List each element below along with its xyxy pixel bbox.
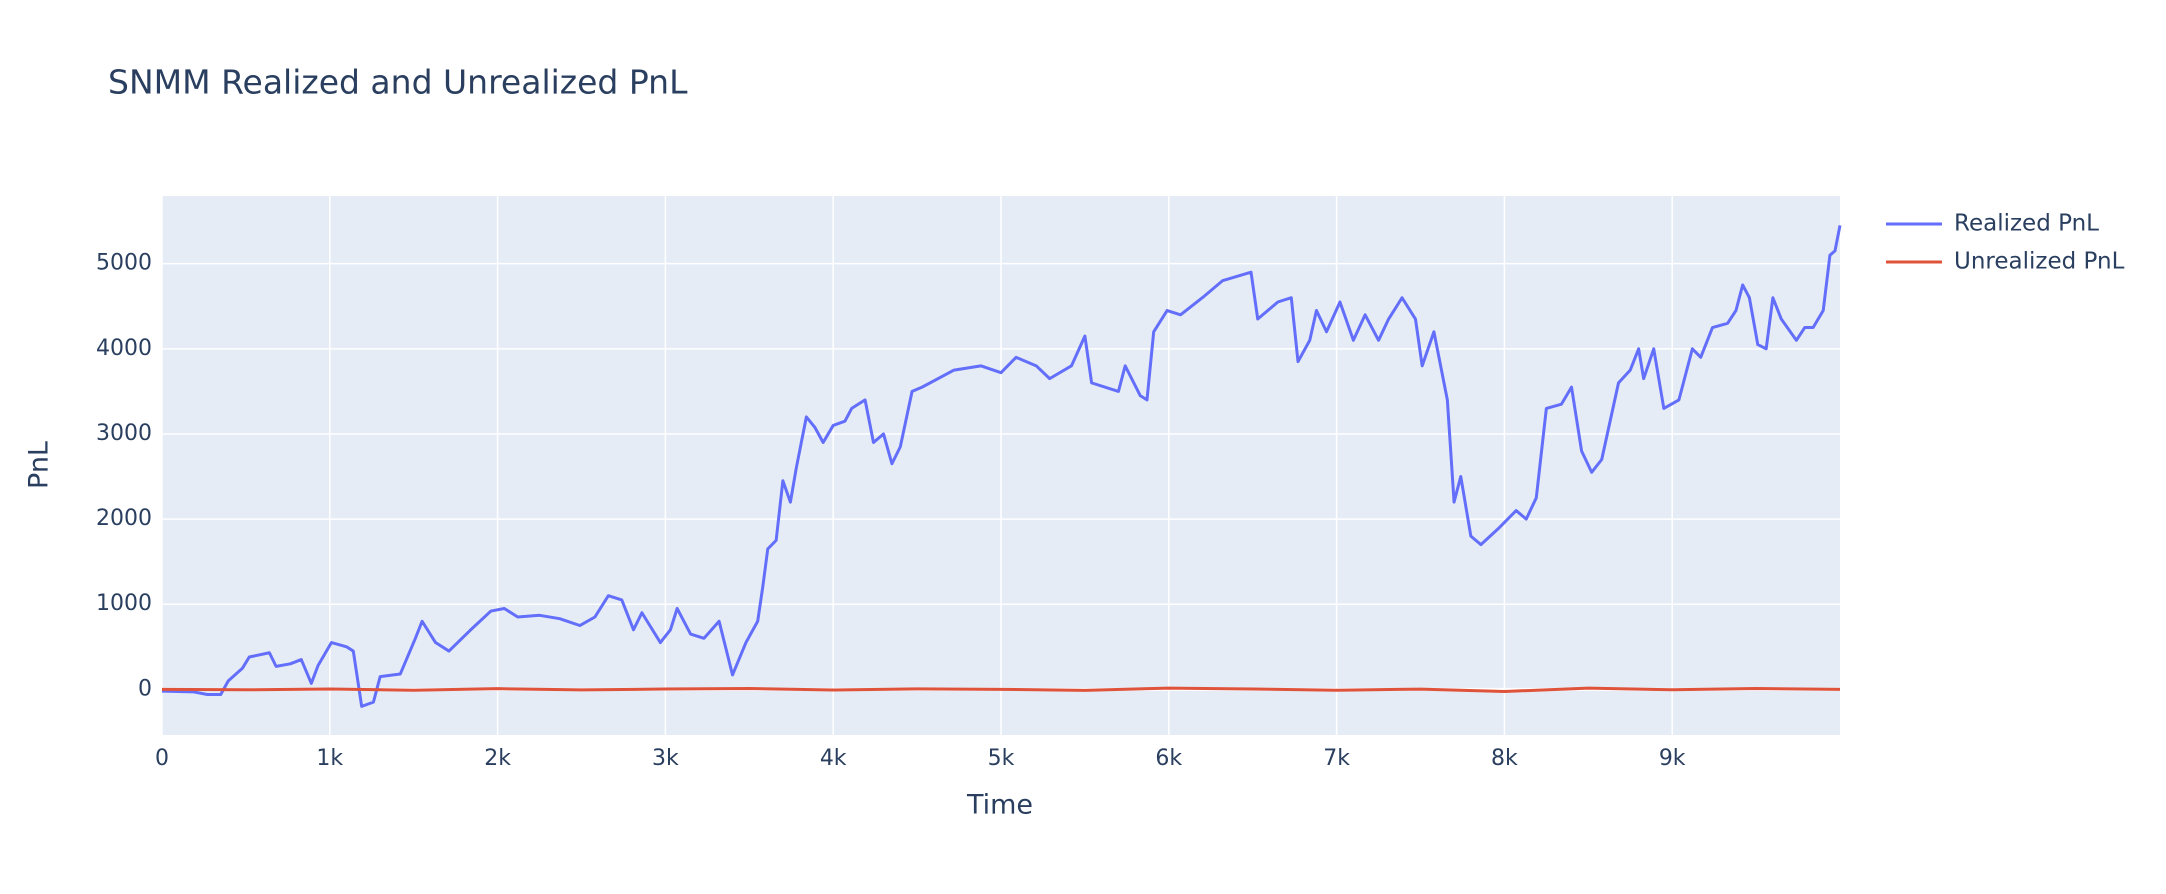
x-tick-label: 2k xyxy=(484,746,511,771)
grid: 0 1000 2000 3000 4000 5000 0 1k 2k 3k 4k 5k 6k 7k 8k 9k xyxy=(96,196,1840,771)
y-axis-title: PnL xyxy=(24,441,55,489)
chart-title: SNMM Realized and Unrealized PnL xyxy=(108,63,688,102)
x-tick-label: 0 xyxy=(155,746,169,771)
y-tick-label: 1000 xyxy=(96,591,152,616)
series-line xyxy=(161,686,1841,693)
y-tick-label: 4000 xyxy=(96,336,152,361)
x-tick-label: 8k xyxy=(1491,746,1518,771)
x-tick-label: 4k xyxy=(820,746,847,771)
lines xyxy=(161,225,1842,708)
x-tick-label: 9k xyxy=(1659,746,1686,771)
y-tick-label: 2000 xyxy=(96,506,152,531)
x-tick-label: 1k xyxy=(316,746,343,771)
y-tick-label: 0 xyxy=(138,676,152,701)
legend: Realized PnL Unrealized PnL xyxy=(1886,211,2125,275)
x-tick-label: 7k xyxy=(1323,746,1350,771)
y-tick-label: 3000 xyxy=(96,421,152,446)
legend-label: Unrealized PnL xyxy=(1954,249,2125,275)
y-tick-label: 5000 xyxy=(96,251,152,276)
x-tick-label: 6k xyxy=(1155,746,1182,771)
x-tick-label: 5k xyxy=(988,746,1015,771)
legend-label: Realized PnL xyxy=(1954,211,2099,237)
series-line xyxy=(161,225,1842,708)
x-tick-label: 3k xyxy=(652,746,679,771)
x-axis-title: Time xyxy=(966,790,1033,821)
